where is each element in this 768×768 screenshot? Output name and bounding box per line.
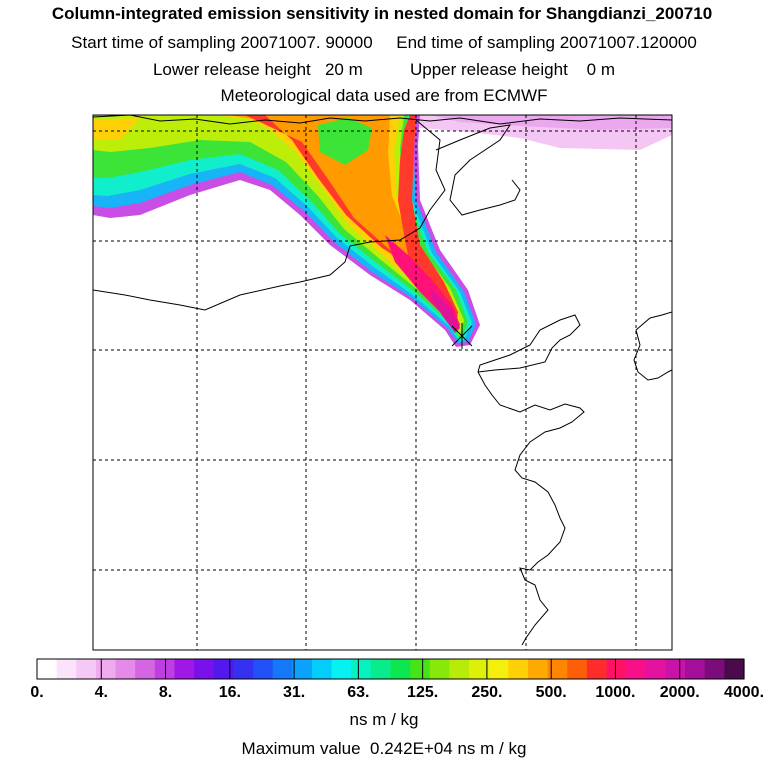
colorbar-ticks (100, 659, 681, 679)
colorbar-segment (37, 659, 58, 679)
colorbar-segment (331, 659, 352, 679)
colorbar-segment (213, 659, 234, 679)
colorbar-segment (76, 659, 97, 679)
colorbar-tick-label: 125. (407, 684, 439, 701)
colorbar-segment (135, 659, 156, 679)
colorbar-frame (36, 658, 745, 680)
colorbar-segment (469, 659, 490, 679)
colorbar-segment (194, 659, 215, 679)
colorbar-segment (626, 659, 647, 679)
colorbar-tick-label: 0. (30, 684, 44, 701)
colorbar-segment (449, 659, 470, 679)
colorbar-segment (115, 659, 136, 679)
colorbar-segment (429, 659, 451, 679)
colorbar-segment (567, 659, 588, 679)
colorbar-tick-label: 4. (94, 684, 108, 701)
colorbar-segment (351, 659, 372, 679)
colorbar-tick-label: 16. (218, 684, 241, 701)
colorbar-tick-label: 2000. (659, 684, 700, 701)
colorbar-segment (292, 659, 313, 679)
colorbar-segment (154, 659, 176, 679)
plot-title: Column-integrated emission sensitivity i… (51, 4, 713, 23)
met-data-line: Meteorological data used are from ECMWF (220, 86, 548, 105)
colorbar-segment (488, 659, 509, 679)
border-north (93, 115, 672, 125)
colorbar-segment (586, 659, 608, 679)
coast-shandong-bay (477, 314, 581, 373)
plume-patch-yellow-left (93, 118, 140, 140)
receptor-marker (451, 323, 473, 349)
plume-field (93, 115, 672, 347)
colorbar-segment (370, 659, 392, 679)
coast-korea-west (633, 329, 672, 381)
colorbar-segment (253, 659, 274, 679)
colorbar-tick-label: 250. (471, 684, 503, 701)
colorbar-tick-label: 4000. (723, 684, 765, 701)
colorbar-tick-label: 63. (347, 684, 370, 701)
coast-shandong (477, 371, 585, 646)
colorbar-segment (547, 659, 568, 679)
coast-bohai-north (93, 119, 446, 311)
colorbar-tick-label: 8. (158, 684, 173, 701)
sampling-time-line: Start time of sampling 20071007. 90000 E… (71, 33, 697, 52)
colorbar-segment (95, 659, 117, 679)
max-value-label: Maximum value 0.242E+04 ns m / kg (241, 739, 527, 758)
colorbar-segment (508, 659, 529, 679)
colorbar-segment (704, 659, 725, 679)
colorbar-segment (527, 659, 549, 679)
colorbar-segment (233, 659, 254, 679)
colorbar-segment (724, 659, 745, 679)
colorbar-segment (390, 659, 411, 679)
coastlines (93, 115, 672, 646)
colorbar-segment (645, 659, 667, 679)
colorbar (37, 659, 745, 679)
colorbar-segment (606, 659, 627, 679)
plume-layer-red (245, 115, 458, 328)
colorbar-tick-label: 500. (535, 684, 567, 701)
colorbar-segment (272, 659, 293, 679)
colorbar-tick-label: 31. (282, 684, 306, 701)
colorbar-tick-label: 1000. (595, 684, 636, 701)
colorbar-segment (665, 659, 686, 679)
map-gridlines (93, 115, 672, 650)
map-frame (92, 114, 673, 651)
coast-korea-north (635, 311, 672, 331)
colorbar-segment (56, 659, 77, 679)
colorbar-segment (174, 659, 195, 679)
colorbar-segment (410, 659, 431, 679)
colorbar-unit: ns m / kg (349, 710, 419, 729)
release-height-line: Lower release height 20 m Upper release … (152, 60, 616, 79)
colorbar-segment (685, 659, 706, 679)
plume-core-deep (430, 288, 460, 333)
plume-patch-green (318, 118, 372, 165)
coast-liaodong (435, 124, 521, 216)
colorbar-segment (311, 659, 333, 679)
